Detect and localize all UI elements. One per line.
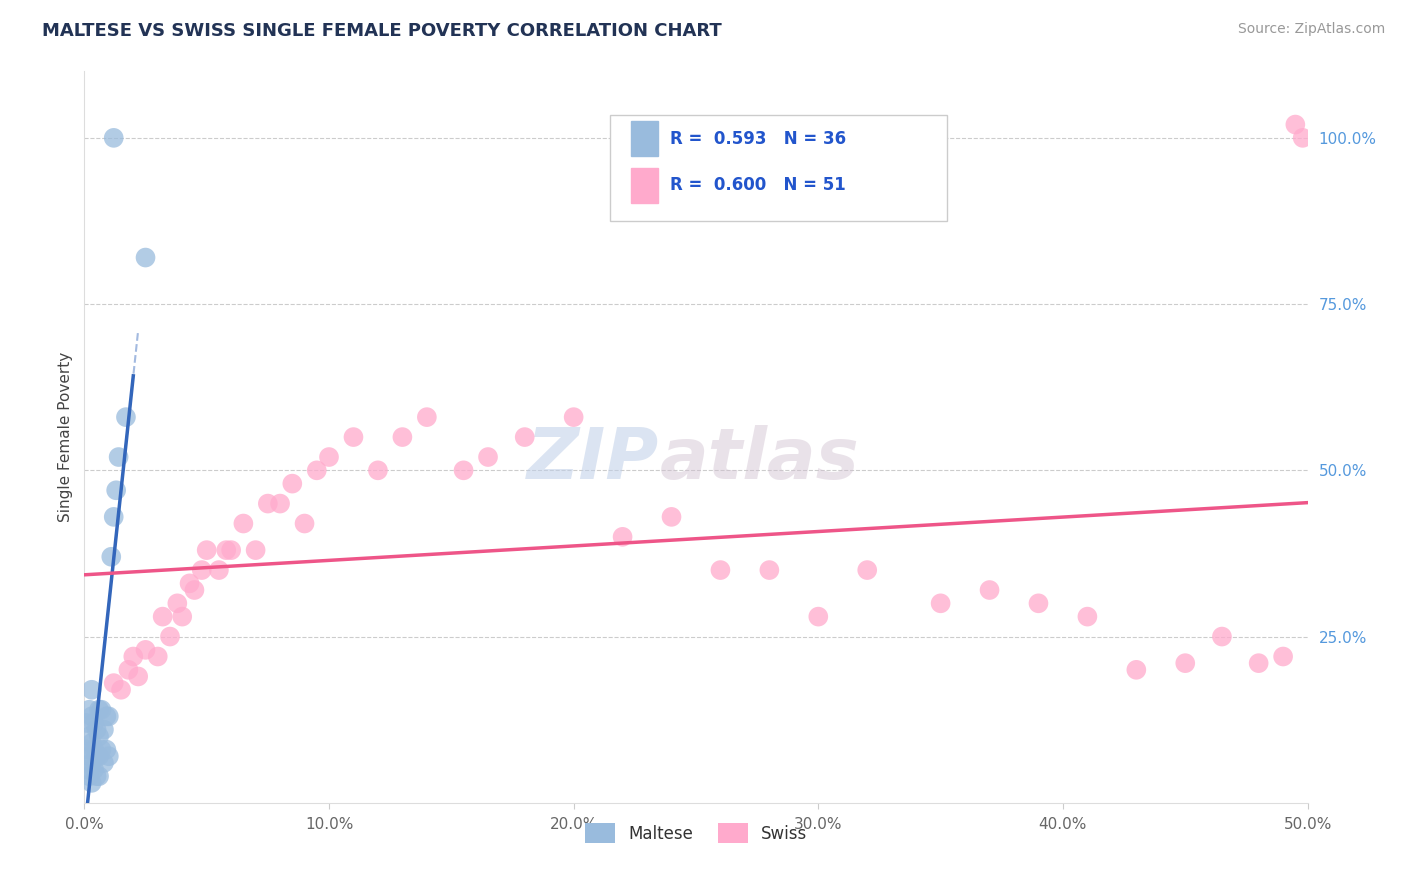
Point [110, 682, 132, 697]
Point [929, 596, 952, 610]
Text: R =  0.593   N = 36: R = 0.593 N = 36 [671, 130, 846, 148]
Point [305, 463, 328, 477]
Point [90, 703, 112, 717]
Point [76, 763, 98, 777]
Point [127, 669, 149, 683]
Point [661, 509, 683, 524]
Point [1272, 649, 1295, 664]
Point [76, 742, 98, 756]
Point [105, 483, 128, 498]
Point [93, 756, 115, 770]
Y-axis label: Single Female Poverty: Single Female Poverty [58, 352, 73, 522]
Point [77, 769, 100, 783]
Point [117, 663, 139, 677]
Point [477, 450, 499, 464]
Legend: Maltese, Swiss: Maltese, Swiss [578, 817, 814, 849]
Point [97, 709, 120, 723]
Point [135, 643, 157, 657]
Point [80, 776, 103, 790]
Point [1284, 118, 1306, 132]
Point [76, 716, 98, 731]
Text: Source: ZipAtlas.com: Source: ZipAtlas.com [1237, 22, 1385, 37]
FancyBboxPatch shape [610, 115, 946, 221]
Point [159, 630, 181, 644]
Point [86, 769, 108, 783]
Point [342, 430, 364, 444]
Point [77, 749, 100, 764]
Point [166, 596, 188, 610]
Point [179, 576, 201, 591]
Point [86, 723, 108, 737]
Point [100, 549, 122, 564]
Point [86, 749, 108, 764]
Point [107, 450, 129, 464]
Point [856, 563, 879, 577]
Point [80, 709, 103, 723]
Point [152, 609, 174, 624]
Point [281, 476, 304, 491]
Point [453, 463, 475, 477]
Point [90, 742, 112, 756]
FancyBboxPatch shape [631, 121, 658, 156]
Point [709, 563, 731, 577]
Point [1125, 663, 1147, 677]
Point [96, 742, 118, 756]
Point [103, 131, 125, 145]
Text: ZIP: ZIP [527, 425, 659, 493]
Point [135, 251, 157, 265]
Point [87, 729, 110, 743]
Point [758, 563, 780, 577]
Point [191, 563, 214, 577]
Point [391, 430, 413, 444]
Point [80, 736, 103, 750]
Point [87, 769, 110, 783]
Point [87, 749, 110, 764]
Point [215, 543, 238, 558]
Point [612, 530, 634, 544]
Point [195, 543, 218, 558]
Point [318, 450, 340, 464]
Point [245, 543, 267, 558]
Point [513, 430, 536, 444]
Point [103, 509, 125, 524]
Point [80, 756, 103, 770]
Point [77, 703, 100, 717]
Point [1292, 131, 1315, 145]
Point [219, 543, 242, 558]
Point [208, 563, 231, 577]
Point [1174, 656, 1197, 670]
Point [115, 410, 138, 425]
Point [122, 649, 145, 664]
Text: R =  0.600   N = 51: R = 0.600 N = 51 [671, 177, 846, 194]
Point [146, 649, 169, 664]
Point [979, 582, 1001, 597]
Point [103, 676, 125, 690]
Point [257, 497, 280, 511]
Point [562, 410, 585, 425]
Point [367, 463, 389, 477]
Text: MALTESE VS SWISS SINGLE FEMALE POVERTY CORRELATION CHART: MALTESE VS SWISS SINGLE FEMALE POVERTY C… [42, 22, 721, 40]
Point [77, 729, 100, 743]
Point [269, 497, 291, 511]
Point [232, 516, 254, 531]
Point [294, 516, 316, 531]
Point [1211, 630, 1233, 644]
Point [87, 703, 110, 717]
Point [1076, 609, 1098, 624]
FancyBboxPatch shape [631, 168, 658, 202]
Point [807, 609, 830, 624]
Point [1247, 656, 1270, 670]
Point [1028, 596, 1050, 610]
Point [172, 609, 194, 624]
Text: atlas: atlas [659, 425, 859, 493]
Point [97, 749, 120, 764]
Point [416, 410, 439, 425]
Point [183, 582, 205, 597]
Point [93, 723, 115, 737]
Point [80, 682, 103, 697]
Point [96, 709, 118, 723]
Point [83, 742, 105, 756]
Point [83, 763, 105, 777]
Point [83, 716, 105, 731]
